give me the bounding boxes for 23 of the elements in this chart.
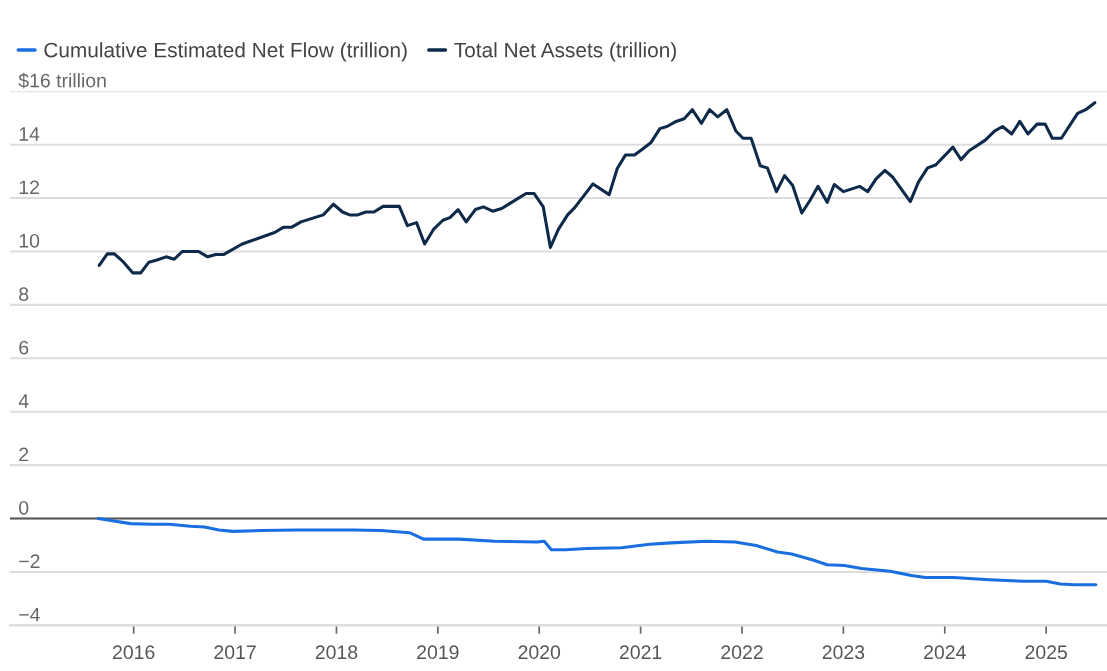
y-tick-label: $16 trillion	[18, 72, 106, 89]
x-tick-label: 2023	[822, 645, 865, 660]
y-tick-label: 10	[19, 233, 40, 248]
y-tick-label: 14	[19, 127, 40, 141]
legend-label: Total Net Assets (trillion)	[454, 42, 676, 62]
x-tick-label: 2022	[721, 645, 763, 660]
x-tick-label: 2019	[417, 645, 459, 660]
y-tick-label: −4	[19, 607, 40, 622]
x-tick-label: 2017	[214, 645, 256, 660]
y-tick-label: 6	[19, 340, 29, 355]
x-tick-label: 2016	[113, 645, 155, 660]
x-tick-label: 2024	[924, 645, 966, 660]
y-tick-label: 8	[19, 287, 29, 302]
x-tick-label: 2021	[619, 645, 662, 660]
y-tick-label: −2	[19, 554, 40, 568]
y-tick-label: 12	[19, 180, 39, 195]
x-tick-label: 2020	[518, 645, 561, 660]
x-tick-label: 2025	[1025, 645, 1067, 660]
y-tick-label: 0	[19, 500, 29, 515]
y-tick-label: 4	[18, 394, 29, 408]
x-tick-label: 2018	[315, 645, 358, 660]
y-tick-label: 2	[19, 447, 29, 462]
legend-label: Cumulative Estimated Net Flow (trillion)	[44, 42, 407, 62]
